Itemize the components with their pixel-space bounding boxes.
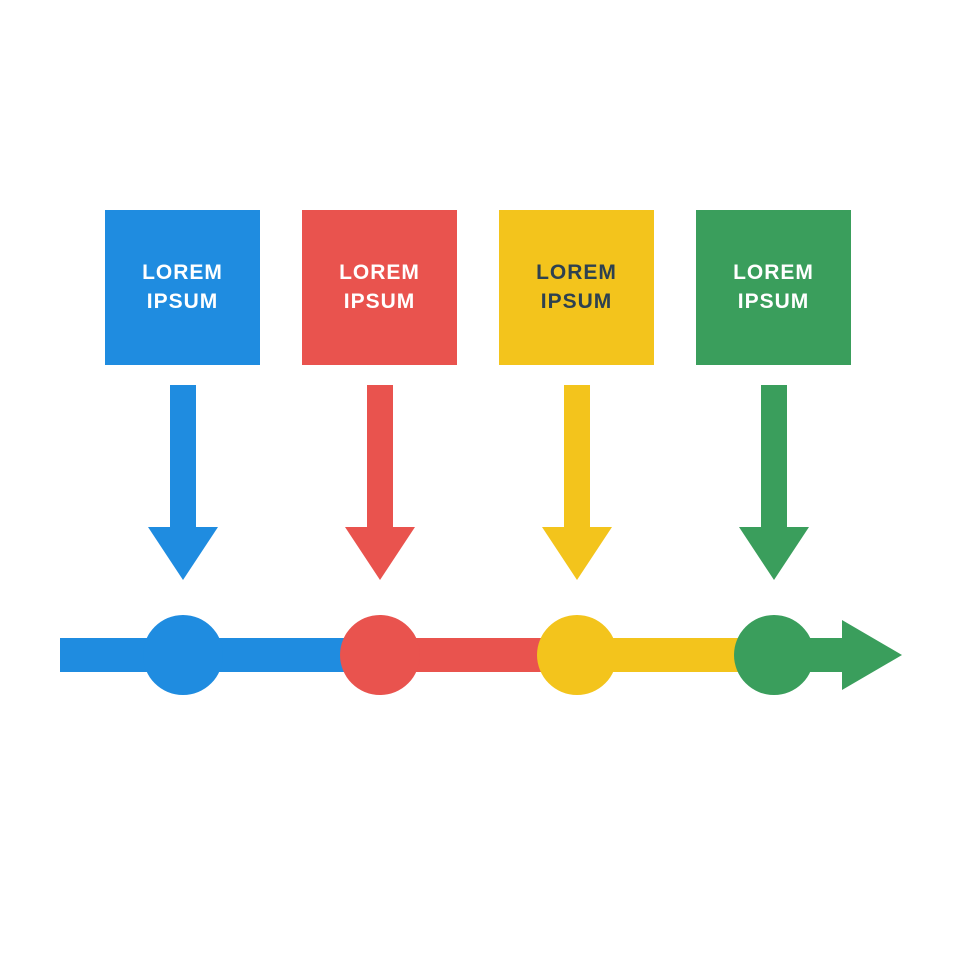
step-label-line1: LOREM — [142, 261, 223, 284]
step-box-1: LOREM IPSUM — [105, 210, 260, 365]
timeline-infographic: LOREM IPSUM LOREM IPSUM LOREM IPSUM LORE… — [105, 210, 875, 700]
timeline-node-4 — [734, 615, 814, 695]
down-arrow-icon — [345, 385, 415, 580]
timeline-node-1 — [143, 615, 223, 695]
step-label-line1: LOREM — [339, 261, 420, 284]
down-arrow-icon — [542, 385, 612, 580]
timeline-node-3 — [537, 615, 617, 695]
down-arrow-cell — [302, 385, 457, 580]
step-label-line2: IPSUM — [541, 290, 613, 313]
down-arrow-icon — [148, 385, 218, 580]
down-arrow-cell — [499, 385, 654, 580]
timeline-node-2 — [340, 615, 420, 695]
step-box-2: LOREM IPSUM — [302, 210, 457, 365]
timeline-arrowhead-icon — [842, 620, 902, 690]
down-arrow-cell — [105, 385, 260, 580]
step-label: LOREM IPSUM — [536, 259, 617, 316]
step-label-line1: LOREM — [733, 261, 814, 284]
timeline-track — [60, 610, 900, 700]
step-box-3: LOREM IPSUM — [499, 210, 654, 365]
step-label-line2: IPSUM — [738, 290, 810, 313]
down-arrow-cell — [696, 385, 851, 580]
step-box-4: LOREM IPSUM — [696, 210, 851, 365]
step-label-line2: IPSUM — [344, 290, 416, 313]
step-label-line1: LOREM — [536, 261, 617, 284]
down-arrows-row — [105, 385, 875, 580]
down-arrow-icon — [739, 385, 809, 580]
step-label: LOREM IPSUM — [142, 259, 223, 316]
step-label: LOREM IPSUM — [733, 259, 814, 316]
boxes-row: LOREM IPSUM LOREM IPSUM LOREM IPSUM LORE… — [105, 210, 875, 365]
step-label-line2: IPSUM — [147, 290, 219, 313]
step-label: LOREM IPSUM — [339, 259, 420, 316]
